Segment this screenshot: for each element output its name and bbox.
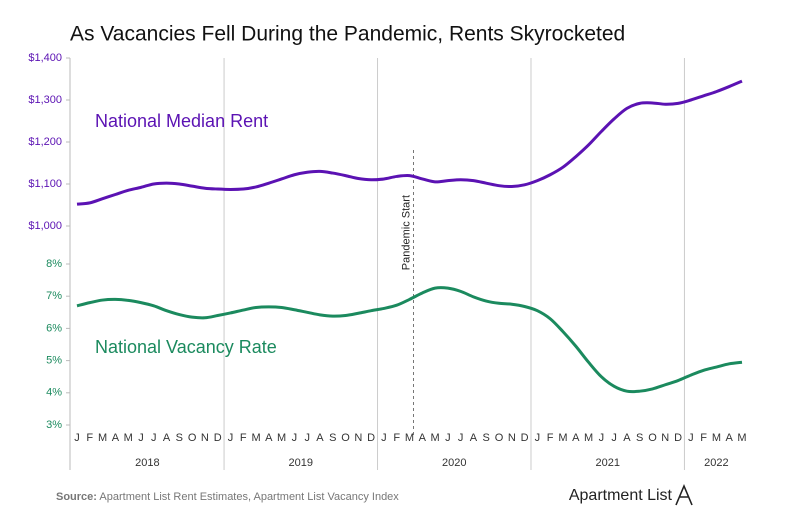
x-tick-label: S — [636, 432, 643, 444]
x-tick-label: M — [277, 432, 286, 444]
chart-title: As Vacancies Fell During the Pandemic, R… — [70, 23, 625, 46]
x-tick-label: O — [341, 432, 350, 444]
x-tick-label: M — [430, 432, 439, 444]
line — [76, 79, 743, 206]
year-label: 2020 — [442, 457, 466, 469]
x-tick-label: J — [292, 432, 298, 444]
x-tick-label: M — [98, 432, 107, 444]
x-tick-label: S — [176, 432, 183, 444]
x-tick-label: A — [265, 432, 273, 444]
logo-icon — [675, 483, 693, 506]
x-tick-label: N — [354, 432, 362, 444]
y-tick-label: 3% — [46, 419, 62, 431]
y-tick-label: 8% — [46, 258, 62, 270]
year-label: 2019 — [289, 457, 313, 469]
year-label: 2022 — [704, 457, 728, 469]
x-tick-label: D — [367, 432, 375, 444]
y-tick-label: $1,100 — [28, 178, 62, 190]
logo: Apartment List — [569, 483, 693, 506]
x-tick-label: D — [674, 432, 682, 444]
x-tick-label: F — [86, 432, 93, 444]
x-tick-label: M — [251, 432, 260, 444]
annotation: Pandemic Start — [400, 195, 412, 270]
x-tick-label: M — [737, 432, 746, 444]
x-tick-label: A — [623, 432, 631, 444]
line — [76, 286, 743, 394]
x-tick-label: A — [316, 432, 324, 444]
x-tick-label: M — [405, 432, 414, 444]
x-tick-label: J — [445, 432, 451, 444]
y-tick-label: $1,000 — [28, 220, 62, 232]
x-tick-label: A — [470, 432, 478, 444]
x-tick-label: S — [329, 432, 336, 444]
x-tick-label: N — [508, 432, 516, 444]
y-tick-label: $1,400 — [28, 52, 62, 64]
y-tick-label: 6% — [46, 322, 62, 334]
x-tick-label: O — [188, 432, 197, 444]
x-tick-label: M — [712, 432, 721, 444]
x-tick-label: J — [688, 432, 694, 444]
x-tick-label: D — [521, 432, 529, 444]
x-tick-label: A — [726, 432, 734, 444]
y-tick-label: $1,300 — [28, 94, 62, 106]
x-tick-label: J — [151, 432, 157, 444]
series-label: National Median Rent — [95, 111, 268, 131]
x-tick-label: A — [112, 432, 120, 444]
x-tick-label: O — [495, 432, 504, 444]
x-tick-label: S — [483, 432, 490, 444]
x-tick-label: F — [240, 432, 247, 444]
x-tick-label: D — [214, 432, 222, 444]
x-tick-label: N — [201, 432, 209, 444]
source-label: Source: — [56, 491, 97, 503]
x-tick-label: A — [419, 432, 427, 444]
y-tick-label: 7% — [46, 290, 62, 302]
x-tick-label: J — [74, 432, 80, 444]
x-tick-label: J — [458, 432, 464, 444]
x-tick-label: A — [163, 432, 171, 444]
x-tick-label: J — [138, 432, 144, 444]
year-label: 2021 — [595, 457, 619, 469]
y-tick-label: 4% — [46, 387, 62, 399]
x-tick-label: A — [572, 432, 580, 444]
x-tick-label: F — [547, 432, 554, 444]
x-tick-label: F — [700, 432, 707, 444]
y-tick-label: 5% — [46, 355, 62, 367]
x-tick-label: J — [599, 432, 605, 444]
source: Source: Apartment List Rent Estimates, A… — [56, 491, 399, 503]
series-label: National Vacancy Rate — [95, 337, 277, 357]
x-tick-label: J — [381, 432, 387, 444]
x-tick-label: J — [611, 432, 617, 444]
x-tick-label: J — [304, 432, 310, 444]
y-tick-label: $1,200 — [28, 136, 62, 148]
x-tick-label: J — [535, 432, 541, 444]
source-text: Apartment List Rent Estimates, Apartment… — [99, 491, 399, 503]
x-tick-label: M — [584, 432, 593, 444]
x-tick-label: J — [228, 432, 234, 444]
x-tick-label: M — [124, 432, 133, 444]
x-tick-label: F — [393, 432, 400, 444]
x-tick-label: O — [648, 432, 657, 444]
x-tick-label: M — [558, 432, 567, 444]
x-tick-label: N — [661, 432, 669, 444]
logo-text: Apartment List — [569, 487, 673, 504]
year-label: 2018 — [135, 457, 159, 469]
